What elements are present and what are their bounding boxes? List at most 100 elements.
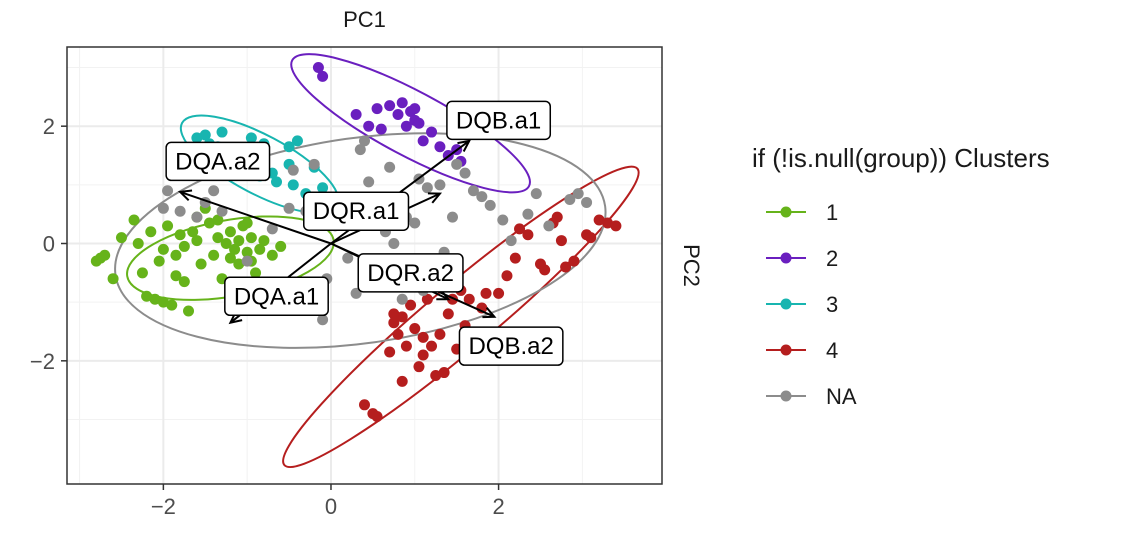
arrowhead-DQB.a1 bbox=[457, 139, 472, 152]
point-cluster-2 bbox=[400, 120, 412, 132]
point-cluster-NA bbox=[459, 167, 471, 179]
point-cluster-4 bbox=[602, 217, 614, 229]
point-cluster-NA bbox=[174, 205, 186, 217]
point-cluster-1 bbox=[208, 249, 220, 261]
loading-label-box bbox=[446, 100, 552, 141]
point-cluster-3 bbox=[271, 176, 283, 188]
point-cluster-4 bbox=[438, 367, 450, 379]
point-cluster-4 bbox=[560, 261, 572, 273]
point-cluster-4 bbox=[480, 287, 492, 299]
y-axis-title: PC2 bbox=[679, 244, 704, 287]
point-cluster-4 bbox=[493, 287, 505, 299]
point-cluster-4 bbox=[384, 346, 396, 358]
point-cluster-NA bbox=[157, 202, 169, 214]
point-cluster-NA bbox=[388, 238, 400, 250]
point-cluster-NA bbox=[581, 196, 593, 208]
point-cluster-4 bbox=[388, 308, 400, 320]
point-cluster-4 bbox=[388, 317, 400, 329]
point-cluster-4 bbox=[405, 299, 417, 311]
point-cluster-4 bbox=[551, 211, 563, 223]
point-cluster-NA bbox=[241, 255, 253, 267]
point-cluster-2 bbox=[396, 97, 408, 109]
point-cluster-1 bbox=[141, 290, 153, 302]
loading-labels: DQA.a2 DQA.a1 DQR.a1 DQR.a2 DQB.a1 DQB.a2 bbox=[165, 100, 564, 366]
point-cluster-1 bbox=[233, 235, 245, 247]
point-cluster-1 bbox=[162, 220, 174, 232]
loading-label-box bbox=[303, 191, 410, 231]
point-cluster-3 bbox=[283, 141, 295, 153]
loading-label-box bbox=[165, 141, 271, 182]
point-cluster-NA bbox=[363, 176, 375, 188]
point-cluster-4 bbox=[434, 328, 446, 340]
point-cluster-NA bbox=[497, 214, 509, 226]
point-cluster-4 bbox=[413, 361, 425, 373]
point-cluster-NA bbox=[505, 235, 517, 247]
point-cluster-2 bbox=[350, 108, 362, 120]
legend-key-point bbox=[780, 344, 792, 356]
point-cluster-NA bbox=[208, 185, 220, 197]
loading-label-text: DQR.a1 bbox=[313, 198, 400, 225]
axes: PC1 PC2 −2 0 2 −2 0 2 bbox=[30, 7, 704, 519]
point-cluster-NA bbox=[317, 314, 329, 326]
loading-label-text: DQB.a1 bbox=[456, 107, 541, 134]
point-cluster-1 bbox=[203, 217, 215, 229]
y-tick-label: 2 bbox=[43, 114, 55, 139]
legend-item-3: 3 bbox=[766, 292, 838, 317]
point-cluster-4 bbox=[463, 293, 475, 305]
point-cluster-1 bbox=[241, 217, 253, 229]
point-cluster-NA bbox=[564, 194, 576, 206]
loading-label-DQB.a1: DQB.a1 bbox=[446, 100, 552, 141]
point-cluster-2 bbox=[363, 120, 375, 132]
arrow-DQA.a2 bbox=[179, 190, 332, 245]
point-cluster-NA bbox=[308, 158, 320, 170]
loading-label-box bbox=[357, 253, 464, 293]
legend-key-point bbox=[780, 298, 792, 310]
legend-key-point bbox=[780, 206, 792, 218]
point-cluster-1 bbox=[245, 232, 257, 244]
x-tick-label: 0 bbox=[325, 494, 337, 519]
point-cluster-2 bbox=[317, 70, 329, 82]
legend-key-point bbox=[780, 390, 792, 402]
legend-item-2: 2 bbox=[766, 246, 838, 271]
point-cluster-4 bbox=[426, 340, 438, 352]
point-cluster-1 bbox=[224, 252, 236, 264]
point-cluster-4 bbox=[610, 220, 622, 232]
arrowhead-DQR.a1 bbox=[427, 192, 443, 204]
point-cluster-4 bbox=[568, 255, 580, 267]
point-cluster-2 bbox=[384, 100, 396, 112]
point-cluster-4 bbox=[417, 349, 429, 361]
point-cluster-2 bbox=[409, 103, 421, 115]
point-cluster-4 bbox=[359, 399, 370, 411]
point-cluster-4 bbox=[539, 264, 551, 276]
point-cluster-4 bbox=[522, 229, 534, 241]
point-cluster-2 bbox=[417, 135, 429, 147]
loading-label-DQB.a2: DQB.a2 bbox=[458, 326, 564, 366]
point-cluster-1 bbox=[195, 258, 207, 270]
point-cluster-NA bbox=[434, 179, 446, 191]
point-cluster-4 bbox=[400, 340, 412, 352]
panel-border bbox=[66, 46, 663, 485]
loading-label-text: DQA.a2 bbox=[175, 148, 260, 175]
point-cluster-1 bbox=[191, 235, 203, 247]
point-cluster-1 bbox=[258, 235, 270, 247]
point-cluster-1 bbox=[107, 273, 119, 285]
point-cluster-3 bbox=[191, 132, 203, 144]
point-cluster-1 bbox=[157, 296, 169, 308]
point-cluster-1 bbox=[170, 270, 182, 282]
point-cluster-4 bbox=[396, 311, 408, 323]
point-cluster-2 bbox=[371, 103, 383, 115]
loading-label-DQR.a2: DQR.a2 bbox=[357, 253, 464, 293]
point-cluster-3 bbox=[287, 179, 299, 191]
point-cluster-1 bbox=[149, 293, 161, 305]
point-cluster-4 bbox=[392, 328, 404, 340]
point-cluster-NA bbox=[162, 185, 174, 197]
point-cluster-NA bbox=[409, 217, 421, 229]
point-cluster-1 bbox=[212, 214, 224, 226]
loading-label-DQA.a2: DQA.a2 bbox=[165, 141, 271, 182]
point-cluster-4 bbox=[430, 369, 442, 381]
legend-item-1: 1 bbox=[766, 200, 838, 225]
point-cluster-1 bbox=[153, 255, 165, 267]
point-cluster-NA bbox=[446, 211, 458, 223]
loading-label-DQR.a1: DQR.a1 bbox=[303, 191, 410, 231]
